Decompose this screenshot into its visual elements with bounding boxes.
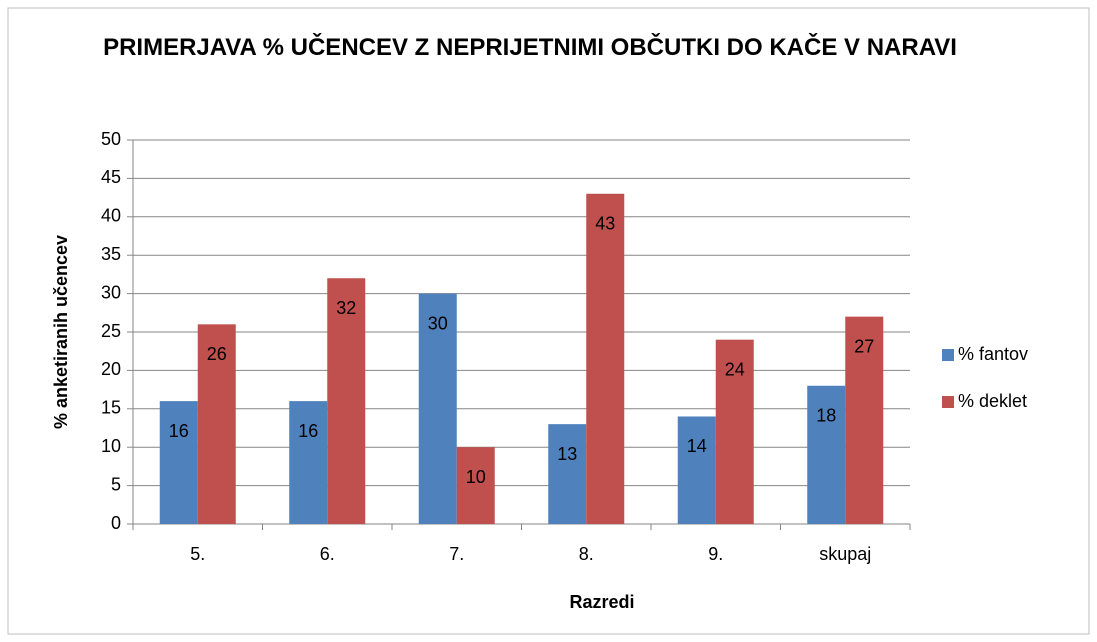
y-tick-label: 15: [101, 398, 121, 418]
y-tick-label: 10: [101, 436, 121, 456]
x-tick-label: 9.: [708, 544, 723, 564]
y-tick-label: 40: [101, 206, 121, 226]
data-label: 24: [725, 359, 745, 379]
legend-swatch: [942, 349, 954, 361]
data-label: 16: [298, 421, 318, 441]
x-tick-label: 5.: [190, 544, 205, 564]
y-axis-label: % anketiranih učencev: [51, 235, 71, 429]
bar: [548, 424, 587, 524]
y-tick-label: 50: [101, 129, 121, 149]
data-label: 13: [557, 444, 577, 464]
chart-title: PRIMERJAVA % UČENCEV Z NEPRIJETNIMI OBČU…: [103, 34, 957, 61]
legend-label: % deklet: [958, 391, 1027, 411]
data-label: 30: [428, 313, 448, 333]
y-tick-label: 30: [101, 282, 121, 302]
x-axis-label: Razredi: [569, 592, 634, 612]
bar: [418, 293, 457, 524]
chart-border: [7, 7, 1090, 635]
y-tick-label: 5: [111, 474, 121, 494]
data-label: 27: [854, 336, 874, 356]
x-tick-label: 6.: [320, 544, 335, 564]
bar: [289, 401, 328, 524]
bar: [327, 278, 366, 524]
data-label: 16: [169, 421, 189, 441]
data-label: 10: [466, 467, 486, 487]
x-tick-label: 8.: [579, 544, 594, 564]
data-label: 43: [595, 214, 615, 234]
y-tick-label: 0: [111, 513, 121, 533]
bar: [159, 401, 198, 524]
bar: [456, 447, 495, 524]
bar: [677, 416, 716, 524]
bar: [715, 339, 754, 524]
bar: [807, 385, 846, 524]
bar: [197, 324, 236, 524]
x-tick-label: skupaj: [819, 544, 871, 564]
y-tick-label: 25: [101, 321, 121, 341]
data-label: 32: [336, 298, 356, 318]
data-label: 26: [207, 344, 227, 364]
data-label: 18: [816, 406, 836, 426]
y-tick-label: 35: [101, 244, 121, 264]
y-tick-label: 20: [101, 359, 121, 379]
y-tick-label: 45: [101, 167, 121, 187]
bar: [845, 316, 884, 524]
x-tick-label: 7.: [449, 544, 464, 564]
legend-label: % fantov: [958, 344, 1028, 364]
bar: [586, 193, 625, 524]
data-label: 14: [687, 436, 707, 456]
legend-swatch: [942, 396, 954, 408]
